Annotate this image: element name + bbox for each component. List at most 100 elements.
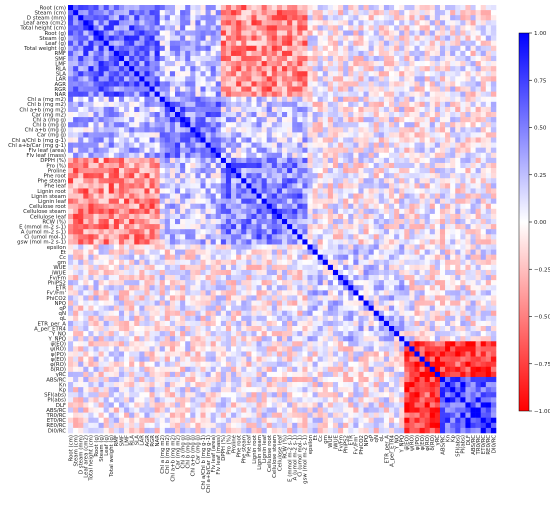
heatmap-cell: [348, 219, 354, 225]
heatmap-cell: [287, 152, 293, 159]
heatmap-cell: [144, 259, 150, 266]
heatmap-cell: [394, 295, 400, 301]
heatmap-cell: [475, 244, 482, 250]
heatmap-cell: [450, 193, 456, 199]
heatmap-cell: [83, 213, 89, 220]
heatmap-cell: [439, 244, 446, 250]
heatmap-cell: [409, 101, 415, 108]
heatmap-cell: [241, 66, 247, 72]
heatmap-cell: [68, 137, 74, 143]
heatmap-cell: [134, 132, 140, 138]
heatmap-cell: [445, 35, 451, 41]
heatmap-cell: [246, 96, 252, 103]
heatmap-cell: [180, 91, 186, 98]
heatmap-cell: [332, 15, 339, 21]
heatmap-cell: [399, 239, 405, 245]
heatmap-cell: [358, 101, 364, 108]
heatmap-cell: [159, 15, 166, 21]
heatmap-cell: [241, 254, 247, 261]
heatmap-cell: [103, 269, 110, 276]
heatmap-cell: [149, 239, 155, 245]
heatmap-cell: [322, 259, 329, 266]
heatmap-cell: [383, 152, 390, 159]
heatmap-cell: [98, 239, 104, 245]
heatmap-cell: [88, 203, 94, 210]
heatmap-cell: [358, 15, 364, 21]
heatmap-cell: [271, 147, 278, 154]
heatmap-cell: [434, 5, 441, 11]
heatmap-cell: [246, 198, 252, 205]
heatmap-cell: [338, 76, 344, 82]
heatmap-cell: [368, 275, 375, 281]
heatmap-cell: [261, 66, 268, 72]
heatmap-cell: [424, 244, 431, 250]
heatmap-cell: [363, 275, 369, 281]
heatmap-cell: [185, 142, 191, 148]
heatmap-cell: [134, 285, 140, 291]
heatmap-cell: [343, 203, 349, 210]
heatmap-cell: [93, 224, 99, 230]
heatmap-cell: [266, 20, 273, 26]
heatmap-cell: [363, 280, 369, 286]
heatmap-cell: [338, 198, 344, 205]
heatmap-cell: [108, 76, 115, 82]
heatmap-cell: [460, 50, 466, 57]
heatmap-cell: [164, 117, 171, 123]
heatmap-cell: [108, 35, 115, 41]
heatmap-cell: [439, 106, 446, 113]
heatmap-cell: [338, 127, 344, 133]
heatmap-cell: [68, 173, 74, 179]
heatmap-cell: [134, 25, 140, 31]
heatmap-cell: [266, 137, 273, 143]
heatmap-cell: [439, 142, 446, 148]
heatmap-cell: [195, 168, 201, 174]
heatmap-cell: [231, 25, 237, 31]
heatmap-cell: [200, 101, 206, 108]
heatmap-cell: [450, 96, 456, 103]
heatmap-cell: [271, 106, 278, 113]
heatmap-cell: [363, 168, 369, 174]
heatmap-cell: [373, 71, 380, 77]
heatmap-cell: [108, 96, 115, 103]
heatmap-cell: [205, 193, 211, 199]
heatmap-cell: [480, 50, 487, 57]
heatmap-cell: [164, 142, 171, 148]
heatmap-cell: [154, 132, 161, 138]
heatmap-cell: [231, 280, 237, 286]
heatmap-cell: [465, 264, 471, 271]
heatmap-cell: [424, 295, 431, 301]
heatmap-cell: [159, 162, 166, 169]
heatmap-cell: [68, 300, 74, 306]
heatmap-cell: [200, 81, 206, 87]
heatmap-cell: [307, 203, 313, 210]
heatmap-cell: [236, 239, 242, 245]
heatmap-cell: [297, 285, 303, 291]
heatmap-cell: [113, 91, 120, 98]
heatmap-cell: [429, 25, 436, 31]
heatmap-cell: [185, 152, 191, 159]
heatmap-cell: [200, 213, 206, 220]
heatmap-cell: [68, 91, 74, 98]
heatmap-cell: [358, 280, 364, 286]
heatmap-cell: [445, 162, 451, 169]
heatmap-cell: [465, 157, 471, 164]
heatmap-cell: [485, 40, 492, 47]
heatmap-cell: [307, 239, 313, 245]
heatmap-cell: [373, 122, 380, 128]
heatmap-cell: [317, 224, 324, 230]
heatmap-cell: [322, 193, 329, 199]
heatmap-cell: [394, 45, 400, 52]
heatmap-cell: [129, 183, 135, 189]
heatmap-cell: [439, 112, 446, 118]
heatmap-cell: [439, 178, 446, 184]
heatmap-cell: [383, 219, 390, 225]
heatmap-cell: [434, 45, 441, 52]
heatmap-cell: [103, 40, 110, 47]
heatmap-cell: [465, 15, 471, 21]
heatmap-cell: [378, 71, 385, 77]
heatmap-cell: [450, 275, 456, 281]
heatmap-cell: [256, 20, 262, 26]
heatmap-cell: [332, 122, 339, 128]
heatmap-cell: [261, 269, 268, 276]
heatmap-cell: [134, 162, 140, 169]
